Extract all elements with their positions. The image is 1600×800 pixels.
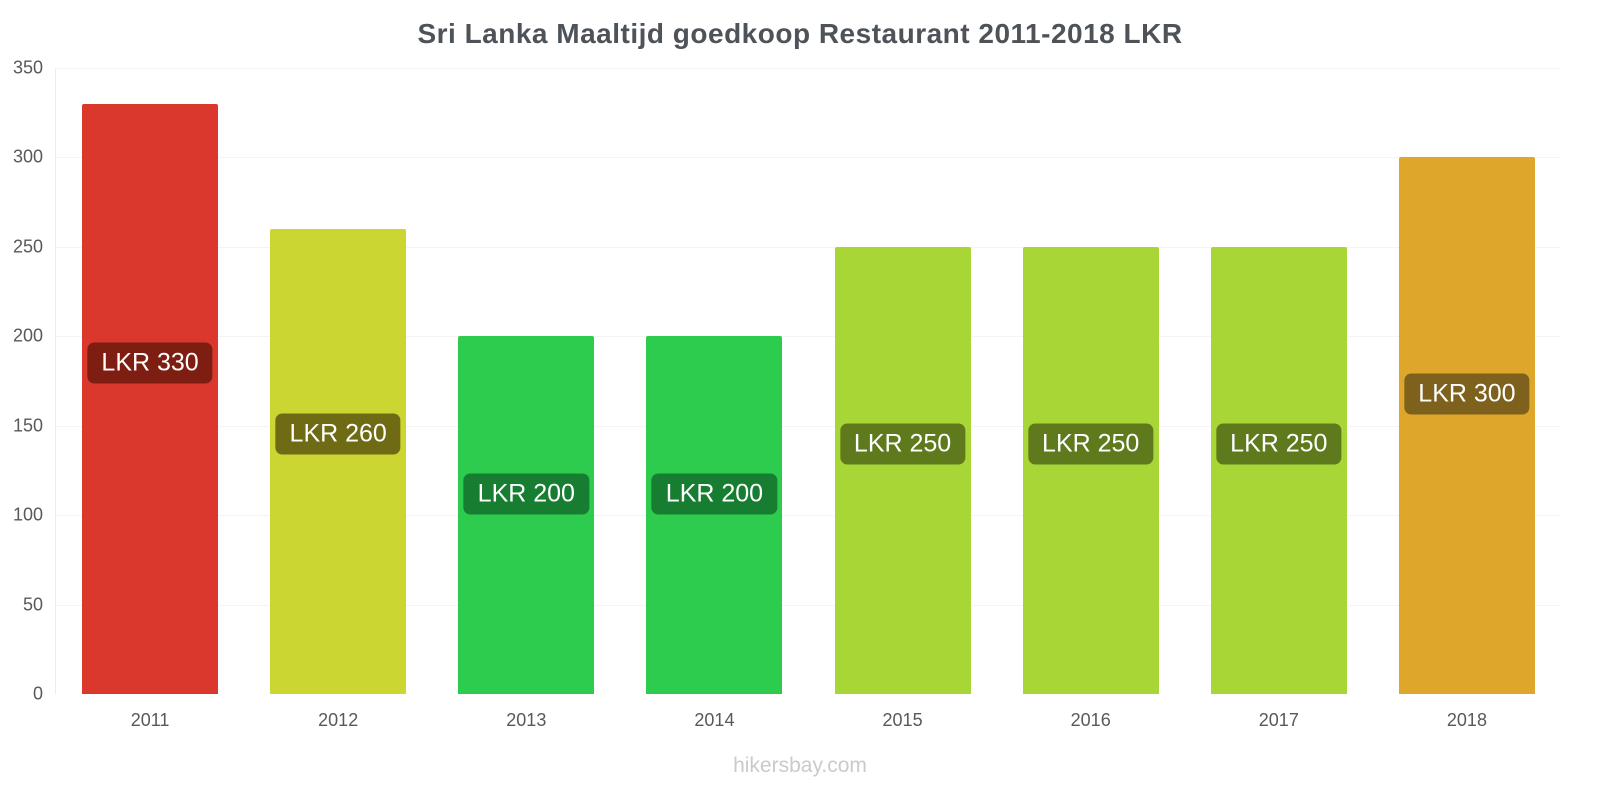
gridline-y-200 bbox=[56, 336, 1561, 338]
y-axis-label-100: 100 bbox=[12, 504, 43, 525]
bar-slot-2018: LKR 300 2018 bbox=[1373, 68, 1561, 730]
gridline-y-350 bbox=[56, 68, 1561, 69]
bar-slot-2011: LKR 330 2011 bbox=[56, 68, 244, 730]
gridline-y-150 bbox=[56, 425, 1561, 427]
bar-slot-2015: LKR 250 2015 bbox=[809, 68, 997, 730]
bar-slot-2014: LKR 200 2014 bbox=[620, 68, 808, 730]
x-axis-label-2011: 2011 bbox=[130, 710, 170, 730]
y-axis-label-350: 350 bbox=[12, 57, 43, 78]
bar-2018[interactable]: LKR 300 bbox=[1398, 157, 1535, 694]
gridline-y-300 bbox=[56, 157, 1561, 159]
bar-slot-2013: LKR 200 2013 bbox=[432, 68, 620, 730]
footer-watermark: hikersbay.com bbox=[733, 754, 867, 777]
bar-value-label-2016: LKR 250 bbox=[1028, 423, 1154, 465]
bar-2012[interactable]: LKR 260 bbox=[270, 228, 407, 694]
bar-value-label-2015: LKR 250 bbox=[839, 423, 966, 465]
gridline-y-50 bbox=[56, 604, 1561, 606]
bar-value-label-2014: LKR 200 bbox=[651, 473, 778, 515]
bar-2014[interactable]: LKR 200 bbox=[646, 336, 783, 694]
y-axis-label-150: 150 bbox=[12, 415, 43, 436]
plot-area: 0 50 100 150 200 250 300 350 LKR 330 2011 LKR 260 2… bbox=[13, 58, 1561, 730]
x-axis-label-2016: 2016 bbox=[1070, 710, 1111, 730]
gridline-y-250 bbox=[56, 246, 1561, 248]
bar-2016[interactable]: LKR 250 bbox=[1022, 246, 1159, 694]
bar-value-label-2011: LKR 330 bbox=[87, 342, 213, 384]
y-axis-label-300: 300 bbox=[12, 146, 43, 167]
bar-value-label-2013: LKR 200 bbox=[463, 473, 589, 515]
gridline-y-100 bbox=[56, 515, 1561, 517]
bar-2013[interactable]: LKR 200 bbox=[458, 336, 595, 694]
x-axis-label-2017: 2017 bbox=[1258, 710, 1299, 730]
x-axis-label-2018: 2018 bbox=[1446, 710, 1487, 730]
y-axis-label-0: 0 bbox=[32, 683, 43, 704]
x-axis-label-2012: 2012 bbox=[318, 710, 359, 730]
y-axis-label-200: 200 bbox=[12, 325, 43, 346]
bar-value-label-2017: LKR 250 bbox=[1216, 423, 1342, 465]
x-axis-label-2014: 2014 bbox=[694, 710, 735, 730]
bar-slot-2017: LKR 250 2017 bbox=[1185, 68, 1373, 730]
bar-2017[interactable]: LKR 250 bbox=[1210, 246, 1347, 694]
bar-value-label-2018: LKR 300 bbox=[1404, 373, 1530, 415]
bar-slot-2012: LKR 260 2012 bbox=[244, 68, 432, 730]
bar-slot-2016: LKR 250 2016 bbox=[997, 68, 1185, 730]
y-axis-label-50: 50 bbox=[22, 594, 43, 615]
chart-title: Sri Lanka Maaltijd goedkoop Restaurant 2… bbox=[417, 18, 1183, 49]
bar-2015[interactable]: LKR 250 bbox=[834, 246, 971, 694]
y-axis-label-250: 250 bbox=[12, 236, 43, 257]
x-axis-label-2013: 2013 bbox=[506, 710, 547, 730]
bar-2011[interactable]: LKR 330 bbox=[82, 103, 219, 694]
x-axis-label-2015: 2015 bbox=[882, 710, 923, 730]
bar-value-label-2012: LKR 260 bbox=[275, 413, 401, 455]
